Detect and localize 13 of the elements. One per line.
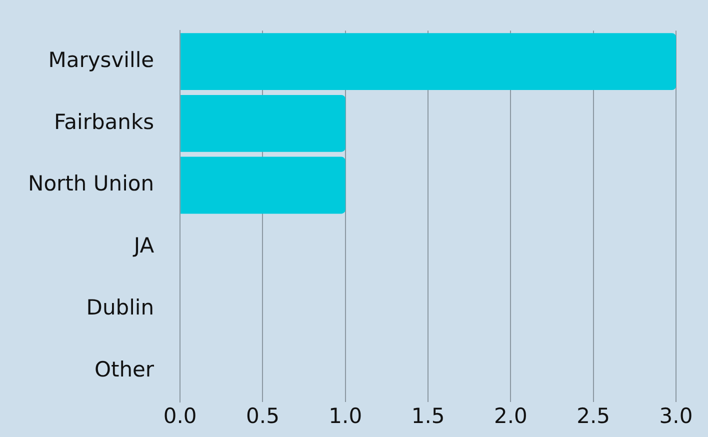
y-tick-label: North Union [28, 172, 154, 196]
y-tick-label: JA [132, 234, 155, 258]
x-tick-label: 2.5 [576, 404, 610, 428]
x-tick-label: 2.0 [494, 404, 528, 428]
y-tick-label: Marysville [48, 48, 154, 72]
y-tick-label: Dublin [86, 295, 154, 320]
y-tick-label: Fairbanks [54, 110, 154, 134]
x-tick-label: 0.5 [246, 404, 280, 428]
x-tick-label: 0.0 [163, 404, 197, 428]
x-tick-label: 3.0 [659, 404, 693, 428]
y-tick-label: Other [94, 357, 154, 382]
x-tick-label: 1.0 [328, 404, 362, 428]
x-tick-label: 1.5 [411, 404, 445, 428]
